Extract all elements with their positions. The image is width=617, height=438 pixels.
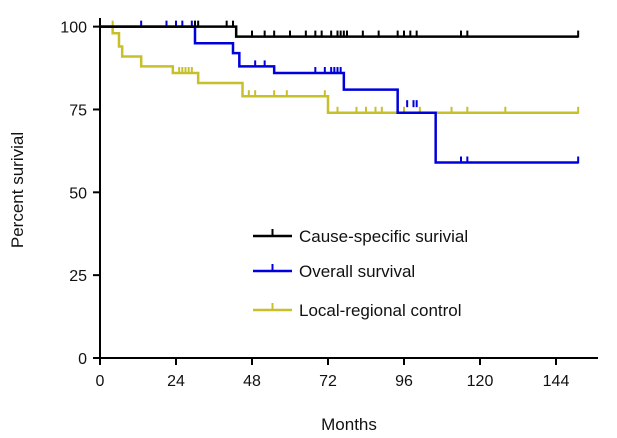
x-tick-label: 72 — [319, 373, 337, 390]
series-layer — [100, 20, 580, 164]
x-tick-label: 96 — [395, 373, 413, 390]
legend-label: Overall survival — [299, 262, 415, 281]
y-axis-label: Percent surivial — [8, 132, 27, 248]
series-line — [100, 25, 579, 164]
x-tick-label: 0 — [96, 373, 105, 390]
series-line — [100, 25, 579, 115]
y-tick-label: 0 — [78, 351, 87, 368]
legend-label: Cause-specific surivial — [299, 227, 468, 246]
legend-label: Local-regional control — [299, 301, 462, 320]
legend: Cause-specific surivial Overall survival L… — [253, 227, 468, 320]
series-1 — [100, 20, 580, 164]
series-2 — [100, 20, 580, 115]
tick-layer: 0 24 48 72 96 120 144 0 25 50 75 100 — [60, 20, 569, 390]
y-tick-label: 25 — [69, 268, 87, 285]
x-tick-label: 144 — [543, 373, 570, 390]
plot-area — [99, 18, 598, 359]
x-axis-label: Months — [321, 415, 377, 434]
y-tick-label: 75 — [69, 102, 87, 119]
y-tick-label: 100 — [60, 20, 87, 37]
x-tick-label: 48 — [243, 373, 261, 390]
y-tick-label: 50 — [69, 185, 87, 202]
series-0 — [100, 20, 580, 38]
x-tick-label: 24 — [167, 373, 185, 390]
series-line — [100, 25, 579, 38]
x-tick-label: 120 — [467, 373, 494, 390]
